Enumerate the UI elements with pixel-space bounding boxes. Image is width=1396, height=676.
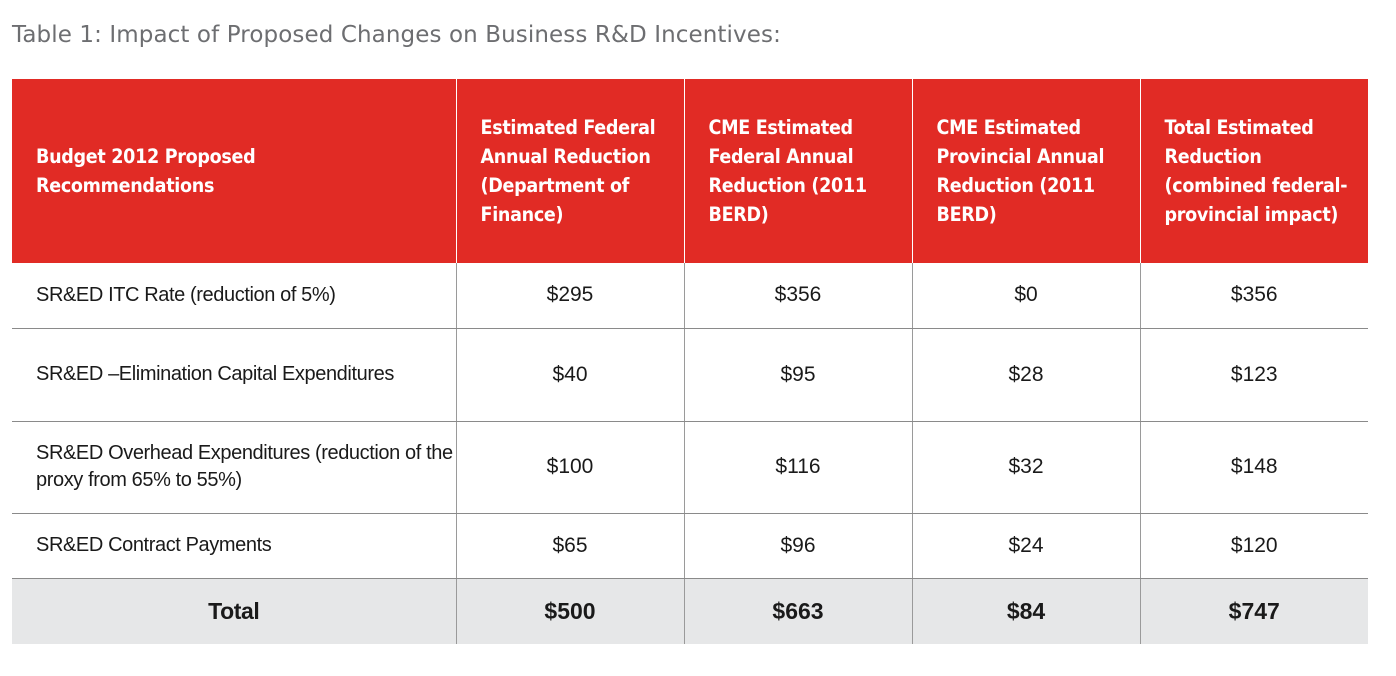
finance-cell: $65 xyxy=(455,513,684,579)
rd-incentives-table: Budget 2012 Proposed Recommendations Est… xyxy=(12,79,1368,644)
cme-provincial-cell: $24 xyxy=(911,513,1140,579)
cme-provincial-cell: $32 xyxy=(911,421,1140,514)
finance-cell: $40 xyxy=(455,328,684,422)
table-row: SR&ED ITC Rate (reduction of 5%) $295 $3… xyxy=(12,263,1368,329)
header-cme-provincial: CME Estimated Provincial Annual Reductio… xyxy=(911,79,1140,263)
header-federal-finance: Estimated Federal Annual Reduction (Depa… xyxy=(455,79,684,263)
total-row-label: Total xyxy=(12,578,456,644)
total-cell: $148 xyxy=(1139,421,1368,514)
row-label: SR&ED ITC Rate (reduction of 5%) xyxy=(12,263,456,329)
cme-federal-cell: $116 xyxy=(683,421,912,514)
total-cell: $123 xyxy=(1139,328,1368,422)
table-caption: Table 1: Impact of Proposed Changes on B… xyxy=(12,22,781,48)
row-label: SR&ED –Elimination Capital Expenditures xyxy=(12,328,456,422)
header-recommendations: Budget 2012 Proposed Recommendations xyxy=(12,79,456,263)
total-finance-cell: $500 xyxy=(455,578,684,644)
cme-federal-cell: $356 xyxy=(683,263,912,329)
table-row: SR&ED Overhead Expenditures (reduction o… xyxy=(12,421,1368,514)
total-cme-provincial-cell: $84 xyxy=(911,578,1140,644)
finance-cell: $295 xyxy=(455,263,684,329)
finance-cell: $100 xyxy=(455,421,684,514)
cme-federal-cell: $96 xyxy=(683,513,912,579)
cme-federal-cell: $95 xyxy=(683,328,912,422)
total-row: Total $500 $663 $84 $747 xyxy=(12,578,1368,644)
total-cell: $356 xyxy=(1139,263,1368,329)
cme-provincial-cell: $28 xyxy=(911,328,1140,422)
row-label: SR&ED Overhead Expenditures (reduction o… xyxy=(12,421,456,514)
total-cell: $120 xyxy=(1139,513,1368,579)
total-combined-cell: $747 xyxy=(1139,578,1368,644)
table-row: SR&ED –Elimination Capital Expenditures … xyxy=(12,328,1368,422)
table-row: SR&ED Contract Payments $65 $96 $24 $120 xyxy=(12,513,1368,579)
header-total-reduction: Total Estimated Reduction (combined fede… xyxy=(1139,79,1368,263)
header-row: Budget 2012 Proposed Recommendations Est… xyxy=(12,79,1368,263)
header-cme-federal: CME Estimated Federal Annual Reduction (… xyxy=(683,79,912,263)
row-label: SR&ED Contract Payments xyxy=(12,513,456,579)
cme-provincial-cell: $0 xyxy=(911,263,1140,329)
total-cme-federal-cell: $663 xyxy=(683,578,912,644)
